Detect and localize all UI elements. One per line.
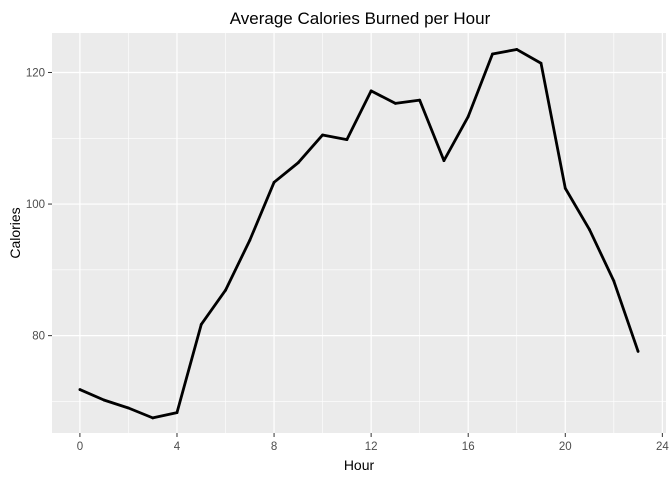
data-point-hour-2 xyxy=(127,406,130,410)
grid-minor xyxy=(52,33,666,433)
data-point-hour-8 xyxy=(272,180,276,184)
y-tick-label: 120 xyxy=(26,67,45,79)
x-tick-label: 24 xyxy=(656,441,669,453)
data-point-hour-21 xyxy=(588,228,591,232)
x-tick-label: 4 xyxy=(174,441,181,453)
y-axis-label: Calories xyxy=(7,207,23,258)
chart-title: Average Calories Burned per Hour xyxy=(230,9,491,28)
data-points xyxy=(78,48,640,420)
data-point-hour-5 xyxy=(199,323,203,326)
data-point-hour-9 xyxy=(296,161,300,165)
data-point-hour-19 xyxy=(539,61,543,65)
data-point-hour-1 xyxy=(102,398,106,402)
data-point-hour-11 xyxy=(345,138,349,141)
data-point-hour-18 xyxy=(515,48,519,51)
x-tick-label: 16 xyxy=(462,441,475,453)
x-tick-label: 8 xyxy=(271,441,277,453)
data-point-hour-16 xyxy=(466,115,470,118)
data-point-hour-23 xyxy=(636,350,640,353)
x-axis-ticks: 0 4 8 12 16 20 24 xyxy=(77,433,669,453)
data-point-hour-14 xyxy=(418,98,422,102)
data-point-hour-7 xyxy=(248,238,252,242)
grid-major xyxy=(52,33,666,433)
calories-line xyxy=(79,48,640,420)
data-point-hour-3 xyxy=(151,416,155,420)
data-point-hour-15 xyxy=(442,159,446,163)
data-point-hour-17 xyxy=(491,52,494,56)
data-point-hour-12 xyxy=(369,89,373,93)
data-point-hour-22 xyxy=(612,279,616,283)
data-point-hour-6 xyxy=(224,288,227,292)
y-tick-label: 100 xyxy=(26,199,45,211)
data-point-hour-13 xyxy=(394,101,397,105)
data-point-hour-20 xyxy=(563,186,567,190)
data-point-hour-10 xyxy=(321,133,324,137)
plot-panel xyxy=(52,33,666,433)
x-tick-label: 0 xyxy=(77,441,83,453)
x-axis-label: Hour xyxy=(344,457,375,473)
data-point-hour-4 xyxy=(175,411,179,415)
y-axis-ticks: 80 100 120 xyxy=(26,67,52,343)
y-tick-label: 80 xyxy=(32,331,45,343)
x-tick-label: 20 xyxy=(559,441,572,453)
x-tick-label: 12 xyxy=(365,441,378,453)
data-point-hour-0 xyxy=(78,388,82,391)
